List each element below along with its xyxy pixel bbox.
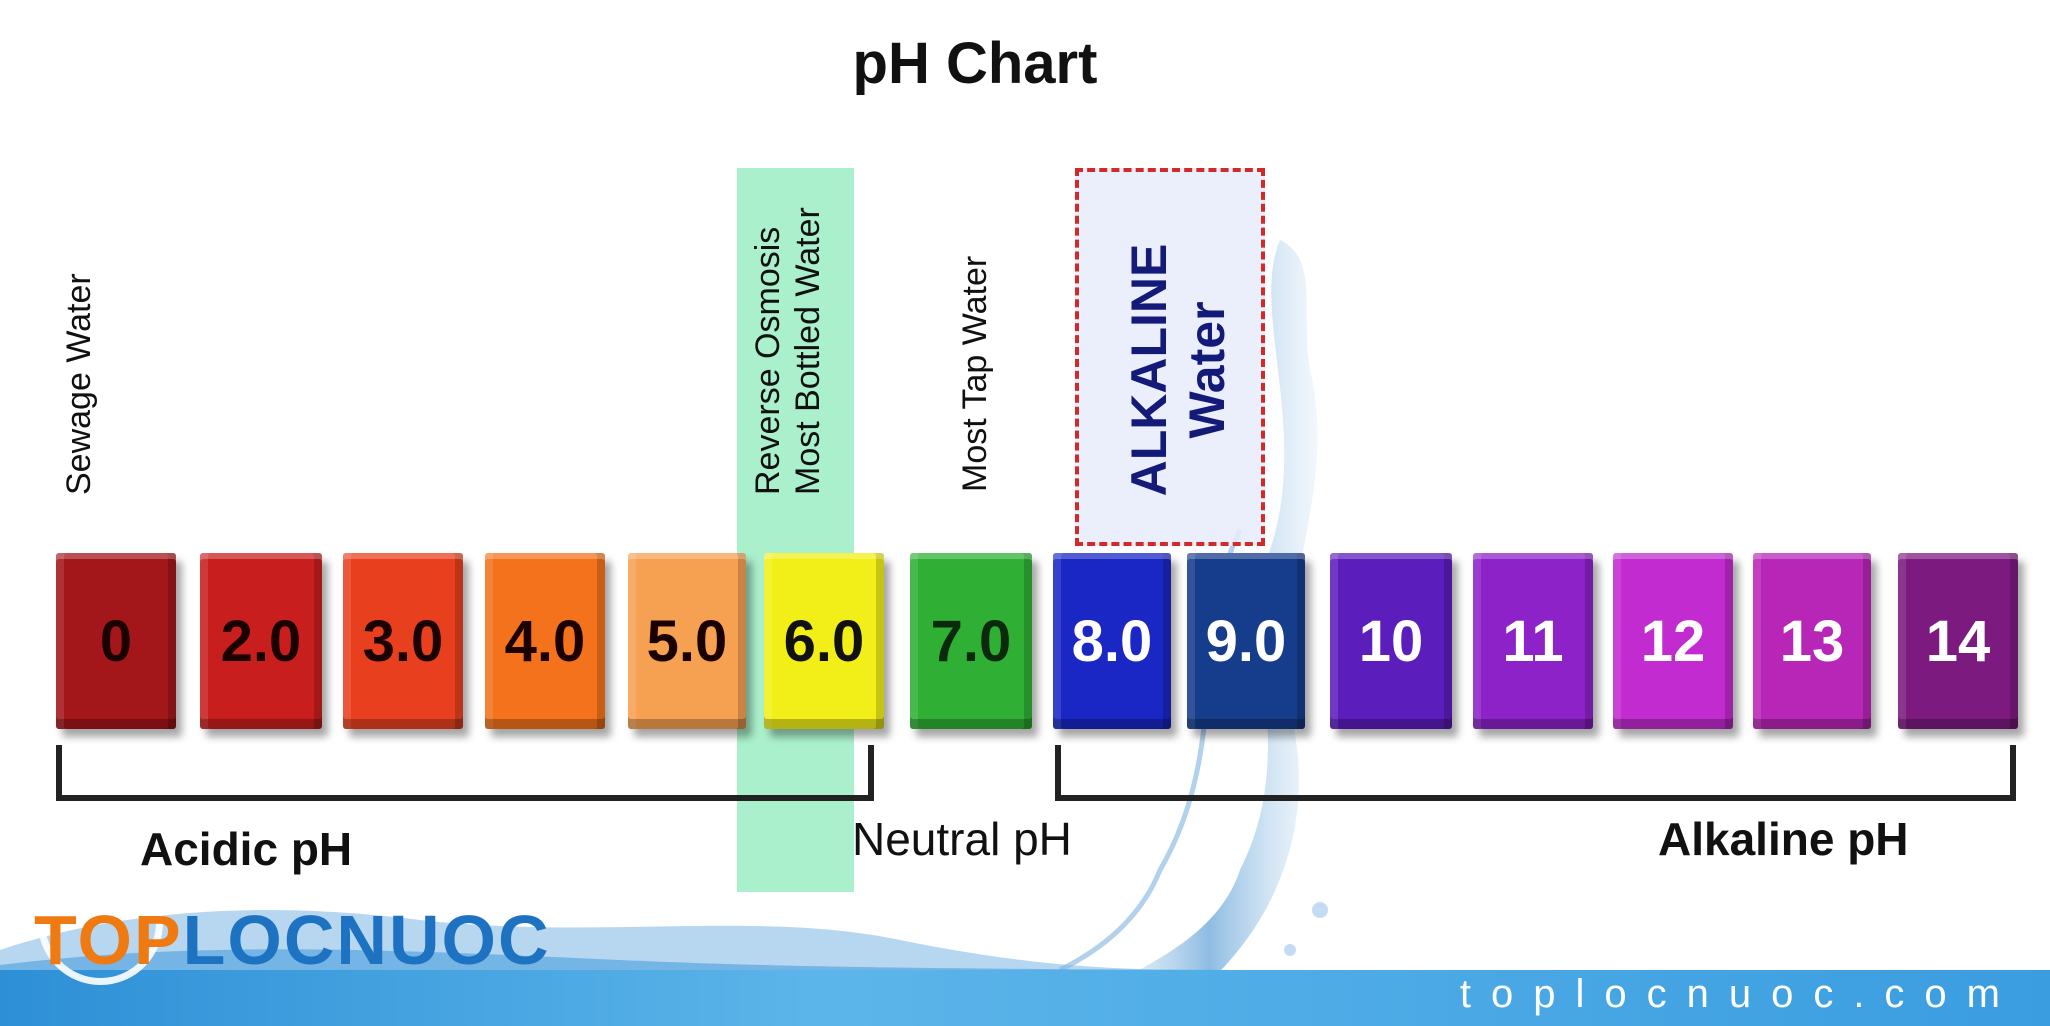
chart-title: pH Chart: [852, 31, 1098, 96]
ph-tile-14: 14: [1898, 553, 2018, 729]
ph-tile-8-0: 8.0: [1053, 553, 1171, 729]
sewage-water-label: Sewage Water: [60, 273, 98, 495]
alkaline-range-bracket: [1055, 745, 2016, 801]
ph-tile-4-0: 4.0: [485, 553, 605, 729]
alkaline-water-label: ALKALINE Water: [1120, 235, 1236, 505]
alkaline-label-line1: ALKALINE: [1121, 243, 1177, 497]
reverse-osmosis-line1: Reverse Osmosis: [749, 226, 787, 495]
ph-tile-7-0: 7.0: [910, 553, 1032, 729]
acidic-range-bracket: [56, 745, 874, 801]
ph-tile-3-0: 3.0: [343, 553, 463, 729]
footer-bar: [0, 970, 2050, 1026]
alkaline-label-line2: Water: [1179, 301, 1235, 439]
most-tap-water-label: Most Tap Water: [956, 255, 994, 492]
brand-logo: TOPLOCNUOC: [34, 900, 551, 980]
neutral-ph-label: Neutral pH: [852, 813, 1072, 865]
logo-rest-text: LOCNUOC: [182, 901, 551, 979]
ph-tile-10: 10: [1330, 553, 1452, 729]
ph-tile-9-0: 9.0: [1187, 553, 1305, 729]
reverse-osmosis-highlight-band: [737, 168, 854, 892]
acidic-ph-label: Acidic pH: [140, 823, 353, 875]
reverse-osmosis-label: Reverse Osmosis Most Bottled Water: [748, 207, 828, 495]
website-url: toplocnuoc.com: [1459, 972, 2020, 1016]
ph-tile-5-0: 5.0: [628, 553, 746, 729]
ph-tile-13: 13: [1753, 553, 1871, 729]
logo-ring-icon: [38, 860, 163, 985]
ph-tile-2-0: 2.0: [200, 553, 322, 729]
ph-tile-6-0: 6.0: [764, 553, 884, 729]
ph-tile-11: 11: [1473, 553, 1593, 729]
reverse-osmosis-line2: Most Bottled Water: [789, 207, 827, 495]
ph-tile-12: 12: [1613, 553, 1733, 729]
alkaline-ph-label: Alkaline pH: [1658, 813, 1909, 865]
ph-tile-0: 0: [56, 553, 176, 729]
logo-top-text: TOP: [34, 901, 183, 979]
alkaline-water-highlight-box: [1075, 168, 1265, 546]
